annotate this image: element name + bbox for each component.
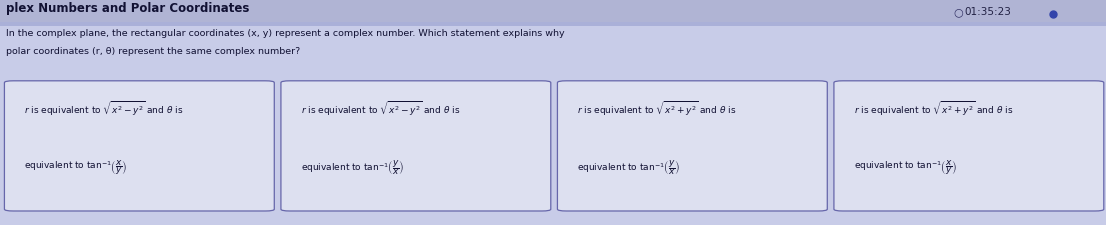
FancyBboxPatch shape	[4, 81, 274, 211]
Text: polar coordinates (r, θ) represent the same complex number?: polar coordinates (r, θ) represent the s…	[6, 47, 300, 56]
FancyBboxPatch shape	[834, 81, 1104, 211]
FancyBboxPatch shape	[281, 81, 551, 211]
Text: equivalent to $\tan^{-1}\!\left(\dfrac{y}{x}\right)$: equivalent to $\tan^{-1}\!\left(\dfrac{y…	[301, 158, 404, 176]
FancyBboxPatch shape	[557, 81, 827, 211]
Text: equivalent to $\tan^{-1}\!\left(\dfrac{x}{y}\right)$: equivalent to $\tan^{-1}\!\left(\dfrac{x…	[24, 158, 127, 176]
Bar	[0, 0, 1106, 22]
Text: 01:35:23: 01:35:23	[964, 7, 1011, 17]
Text: equivalent to $\tan^{-1}\!\left(\dfrac{x}{y}\right)$: equivalent to $\tan^{-1}\!\left(\dfrac{x…	[854, 158, 957, 176]
Bar	[0, 0, 1106, 27]
Text: plex Numbers and Polar Coordinates: plex Numbers and Polar Coordinates	[6, 2, 249, 15]
Text: $r$ is equivalent to $\sqrt{x^2-y^2}$ and $\theta$ is: $r$ is equivalent to $\sqrt{x^2-y^2}$ an…	[24, 99, 184, 118]
Text: In the complex plane, the rectangular coordinates (x, y) represent a complex num: In the complex plane, the rectangular co…	[6, 29, 564, 38]
Text: ○: ○	[953, 7, 963, 17]
Text: $r$ is equivalent to $\sqrt{x^2+y^2}$ and $\theta$ is: $r$ is equivalent to $\sqrt{x^2+y^2}$ an…	[577, 99, 737, 118]
Text: $r$ is equivalent to $\sqrt{x^2-y^2}$ and $\theta$ is: $r$ is equivalent to $\sqrt{x^2-y^2}$ an…	[301, 99, 460, 118]
Text: equivalent to $\tan^{-1}\!\left(\dfrac{y}{x}\right)$: equivalent to $\tan^{-1}\!\left(\dfrac{y…	[577, 158, 680, 176]
Text: $r$ is equivalent to $\sqrt{x^2+y^2}$ and $\theta$ is: $r$ is equivalent to $\sqrt{x^2+y^2}$ an…	[854, 99, 1013, 118]
